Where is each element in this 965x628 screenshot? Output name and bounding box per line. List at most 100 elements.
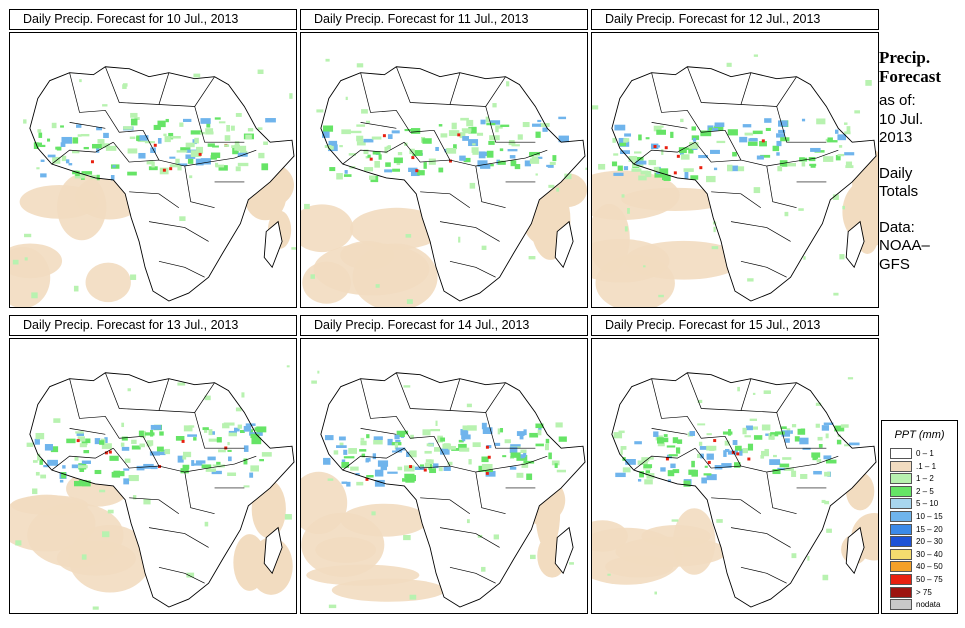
rain-cell	[823, 156, 834, 162]
rain-cell	[760, 454, 765, 459]
data-source-name: GFS	[879, 255, 910, 273]
rain-cell	[310, 274, 315, 279]
panel-title: Daily Precip. Forecast for 15 Jul., 2013	[591, 315, 879, 336]
rain-cell	[311, 380, 317, 384]
rain-cell	[801, 118, 806, 122]
rain-cell	[170, 135, 181, 139]
rain-cell	[150, 465, 158, 470]
rain-cell	[422, 429, 431, 436]
rain-cell	[844, 444, 850, 447]
rain-cell	[821, 425, 830, 431]
rain-cell	[201, 464, 212, 469]
rain-cell	[35, 471, 40, 476]
rain-cell	[197, 160, 206, 165]
precip-map	[591, 32, 879, 308]
rain-cell	[193, 73, 201, 78]
rain-cell	[39, 459, 43, 465]
rain-cell	[654, 172, 664, 178]
rain-cell	[523, 460, 535, 464]
madagascar-outline	[554, 526, 574, 575]
rain-cell	[706, 445, 717, 451]
rain-cell	[752, 392, 756, 395]
rain-cell	[55, 146, 61, 150]
rain-cell	[92, 606, 99, 610]
rain-cell	[542, 127, 548, 132]
rain-cell	[613, 432, 623, 439]
rain-cell	[402, 478, 411, 482]
rain-cell	[849, 442, 860, 446]
rain-cell	[477, 160, 488, 167]
legend-item: nodata	[890, 599, 956, 611]
rain-cell	[343, 456, 355, 459]
rain-cell	[836, 439, 842, 445]
precip-map	[591, 338, 879, 614]
rain-cell	[316, 109, 324, 113]
rain-cell	[618, 137, 627, 145]
rain-cell	[739, 136, 748, 143]
rain-cell	[691, 126, 697, 131]
rain-cell	[509, 446, 518, 453]
rain-cell	[429, 468, 437, 474]
rain-cell	[194, 137, 199, 144]
country-border	[158, 260, 205, 278]
rain-cell	[799, 157, 808, 162]
rain-cell	[177, 382, 186, 386]
rain-cell	[131, 439, 137, 444]
rain-cell	[453, 144, 457, 150]
rain-cell	[727, 129, 738, 136]
rain-cell	[780, 137, 790, 142]
rain-cell	[771, 434, 775, 438]
rain-cell	[208, 438, 218, 442]
rain-cell	[516, 431, 525, 436]
legend-label: 50 – 75	[916, 575, 943, 584]
rain-cell	[397, 152, 403, 156]
rain-cell	[123, 468, 130, 471]
heavy-rain-cell	[676, 154, 680, 158]
rain-cell	[107, 509, 114, 514]
rain-cell	[549, 161, 556, 165]
rain-cell	[721, 463, 732, 468]
rain-cell	[462, 136, 469, 141]
rain-cell	[698, 155, 709, 159]
rain-cell	[75, 431, 84, 434]
country-border	[740, 260, 787, 278]
rain-cell	[791, 553, 797, 559]
rain-cell	[377, 460, 389, 467]
rain-cell	[716, 140, 726, 144]
rain-cell	[637, 479, 642, 482]
map-canvas	[592, 372, 878, 608]
rain-cell	[249, 472, 254, 478]
rain-cell	[119, 471, 125, 477]
data-source-label: Data:	[879, 218, 915, 236]
country-border	[69, 72, 144, 133]
coastline	[29, 372, 295, 608]
rain-cell	[97, 139, 105, 144]
rain-cell	[211, 470, 222, 475]
heavy-rain-cell	[747, 457, 751, 461]
legend-label: 15 – 20	[916, 524, 943, 534]
rain-cell	[102, 104, 108, 107]
country-border	[475, 471, 506, 515]
rain-cell	[731, 165, 739, 172]
rain-cell	[797, 428, 806, 435]
rain-cell	[226, 124, 230, 132]
rain-cell	[653, 125, 662, 132]
rain-cell	[35, 432, 45, 440]
country-border	[433, 436, 451, 467]
rain-cell	[816, 118, 826, 125]
rain-cell	[459, 447, 470, 452]
rain-cell	[241, 392, 245, 398]
rain-cell	[169, 156, 176, 159]
rain-cell	[744, 132, 754, 136]
rain-cell	[224, 144, 230, 147]
rain-cell	[237, 162, 249, 167]
rain-cell	[157, 120, 166, 128]
rain-cell	[130, 112, 138, 118]
rain-cell	[256, 426, 267, 433]
rain-cell	[80, 133, 90, 137]
rain-cell	[535, 173, 538, 176]
rain-cell	[506, 81, 510, 87]
rain-cell	[485, 116, 490, 123]
rain-cell	[47, 138, 51, 142]
rain-cell	[459, 155, 466, 161]
